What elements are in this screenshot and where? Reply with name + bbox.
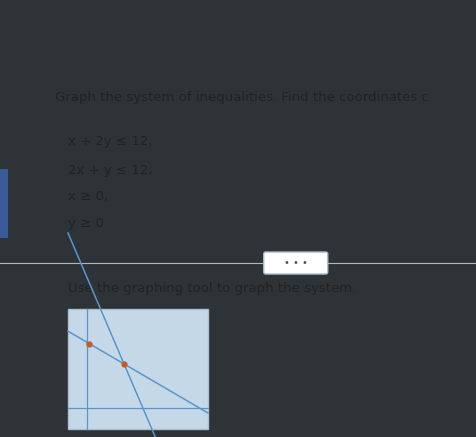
Bar xyxy=(68,309,208,429)
FancyBboxPatch shape xyxy=(263,252,327,274)
Bar xyxy=(0,169,8,238)
Text: 2x + y ≤ 12,: 2x + y ≤ 12, xyxy=(68,163,152,177)
Text: Use the graphing tool to graph the system.: Use the graphing tool to graph the syste… xyxy=(68,282,356,295)
Text: Click to
enlarge
graph: Click to enlarge graph xyxy=(226,340,278,393)
Text: • • •: • • • xyxy=(283,258,307,268)
Text: x ≥ 0,: x ≥ 0, xyxy=(68,191,108,203)
Text: y ≥ 0: y ≥ 0 xyxy=(68,217,104,230)
Text: x + 2y ≤ 12,: x + 2y ≤ 12, xyxy=(68,135,152,148)
Text: Graph the system of inequalities. Find the coordinates c: Graph the system of inequalities. Find t… xyxy=(55,91,428,104)
